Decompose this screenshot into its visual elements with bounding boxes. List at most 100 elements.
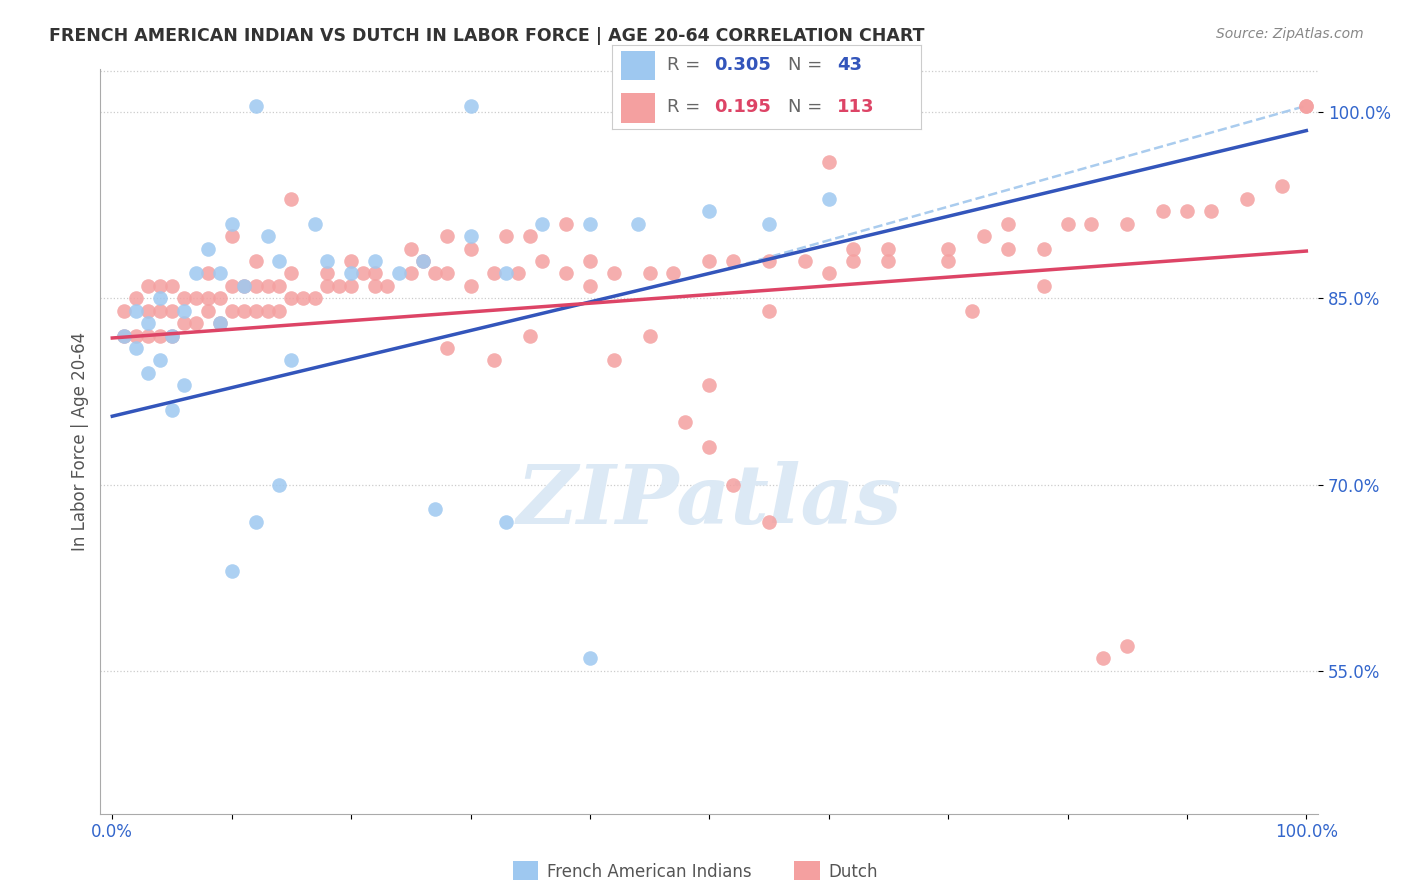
Point — [245, 99, 267, 113]
Point — [793, 254, 815, 268]
Text: Source: ZipAtlas.com: Source: ZipAtlas.com — [1216, 27, 1364, 41]
Point — [269, 477, 291, 491]
Point — [423, 267, 446, 281]
Point — [256, 278, 278, 293]
Point — [280, 291, 302, 305]
Point — [555, 267, 578, 281]
Point — [1032, 242, 1054, 256]
Point — [519, 328, 541, 343]
Point — [1152, 204, 1174, 219]
Point — [316, 254, 339, 268]
Point — [1080, 217, 1102, 231]
Point — [531, 254, 554, 268]
Point — [208, 316, 231, 330]
Point — [197, 267, 219, 281]
Point — [1236, 192, 1258, 206]
Point — [495, 267, 517, 281]
Point — [579, 278, 602, 293]
Text: 0.195: 0.195 — [714, 98, 770, 116]
Point — [495, 229, 517, 244]
Point — [936, 254, 959, 268]
Point — [758, 217, 780, 231]
Point — [197, 303, 219, 318]
Point — [184, 267, 207, 281]
Point — [149, 328, 172, 343]
Bar — [621, 51, 655, 80]
Point — [160, 403, 183, 417]
Point — [412, 254, 434, 268]
Point — [675, 416, 697, 430]
Point — [173, 316, 195, 330]
Point — [877, 242, 900, 256]
Point — [197, 242, 219, 256]
Point — [997, 242, 1019, 256]
Point — [877, 254, 900, 268]
Point — [1032, 278, 1054, 293]
Point — [758, 254, 780, 268]
Point — [508, 267, 530, 281]
Point — [721, 254, 744, 268]
Text: R =: R = — [668, 98, 711, 116]
Point — [375, 278, 398, 293]
Point — [340, 278, 363, 293]
Point — [269, 278, 291, 293]
Point — [125, 303, 148, 318]
Text: Dutch: Dutch — [828, 863, 877, 881]
Point — [1199, 204, 1222, 219]
Point — [758, 303, 780, 318]
Point — [256, 229, 278, 244]
Point — [697, 204, 720, 219]
Point — [136, 328, 159, 343]
Point — [245, 278, 267, 293]
Point — [484, 353, 506, 368]
Point — [232, 303, 254, 318]
Point — [221, 278, 243, 293]
Point — [460, 242, 482, 256]
Point — [149, 353, 172, 368]
Point — [304, 291, 326, 305]
Point — [484, 267, 506, 281]
Point — [221, 229, 243, 244]
Point — [232, 278, 254, 293]
Point — [149, 278, 172, 293]
Point — [841, 254, 863, 268]
Point — [364, 267, 387, 281]
Text: 113: 113 — [838, 98, 875, 116]
Point — [531, 217, 554, 231]
Point — [173, 303, 195, 318]
Point — [245, 254, 267, 268]
Point — [841, 242, 863, 256]
Point — [638, 328, 661, 343]
Bar — [621, 93, 655, 122]
Point — [973, 229, 995, 244]
Point — [256, 303, 278, 318]
Point — [280, 353, 302, 368]
Point — [316, 267, 339, 281]
Point — [160, 303, 183, 318]
Point — [627, 217, 650, 231]
Point — [460, 99, 482, 113]
Point — [269, 254, 291, 268]
Point — [125, 341, 148, 355]
Point — [579, 254, 602, 268]
Point — [208, 316, 231, 330]
Point — [173, 378, 195, 392]
Point — [136, 316, 159, 330]
Text: N =: N = — [787, 56, 828, 74]
Point — [1295, 99, 1317, 113]
Point — [423, 502, 446, 516]
Point — [292, 291, 315, 305]
Point — [1175, 204, 1198, 219]
Point — [208, 267, 231, 281]
Point — [997, 217, 1019, 231]
Point — [579, 651, 602, 665]
Point — [112, 328, 135, 343]
Point — [1271, 179, 1294, 194]
Point — [399, 267, 422, 281]
Point — [208, 291, 231, 305]
Point — [817, 267, 839, 281]
Point — [1116, 639, 1139, 653]
Point — [460, 229, 482, 244]
Point — [877, 99, 900, 113]
Text: R =: R = — [668, 56, 706, 74]
